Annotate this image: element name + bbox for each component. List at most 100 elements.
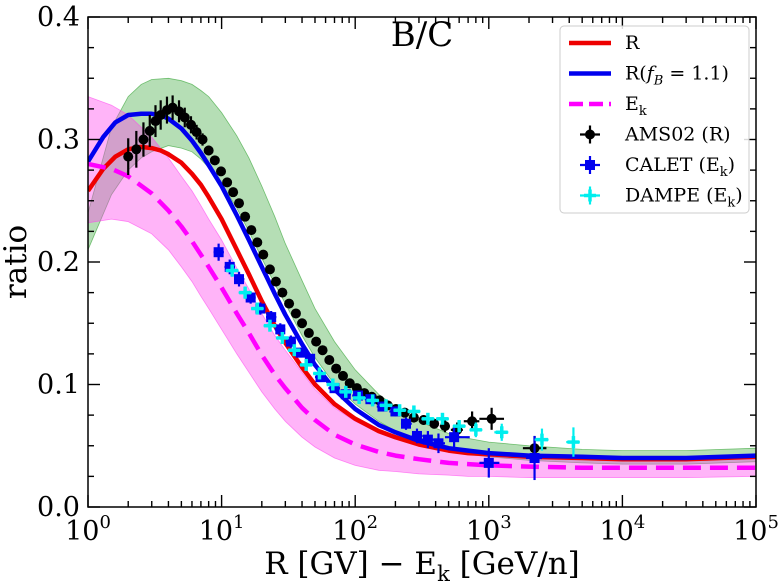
data-point-dampe-e-k [393, 404, 407, 417]
data-point-calet-e-k [304, 353, 316, 364]
data-point-ams02-r [203, 145, 214, 156]
data-point-dampe-e-k [339, 385, 353, 398]
data-point-dampe-e-k [452, 420, 466, 433]
data-point-ams02-r [246, 225, 257, 236]
data-point-calet-e-k [421, 431, 435, 449]
data-point-ams02-r [123, 138, 134, 176]
data-point-calet-e-k [285, 335, 296, 348]
x-tick-label: 103 [466, 512, 512, 547]
data-point-ams02-r [197, 133, 208, 146]
chart-title: B/C [391, 15, 453, 55]
legend-label: AMS02 (R) [624, 124, 731, 146]
y-tick-label: 0.2 [37, 247, 80, 278]
legend-label: R(fB = 1.1) [625, 63, 729, 89]
data-point-calet-e-k [234, 271, 245, 287]
data-point-calet-e-k [274, 323, 286, 336]
data-point-ams02-r [337, 370, 348, 381]
x-axis-label: R [GV] − Ek [GeV/n] [264, 546, 580, 586]
data-point-dampe-e-k [366, 394, 380, 407]
legend-label: DAMPE (Ek) [625, 185, 743, 211]
data-point-calet-e-k [400, 417, 412, 430]
legend-entry-calet-e-k: CALET (Ek) [580, 154, 735, 180]
data-point-dampe-e-k [287, 344, 301, 357]
data-point-dampe-e-k [421, 412, 435, 425]
data-point-calet-e-k [526, 435, 542, 481]
data-point-calet-e-k [411, 428, 423, 444]
legend-label: CALET (Ek) [625, 154, 735, 180]
data-point-dampe-e-k [436, 412, 449, 425]
data-point-dampe-e-k [494, 423, 509, 441]
legend-entry-r: R [569, 32, 640, 54]
band-e-k-uncertainty [88, 96, 756, 478]
data-point-ams02-r [344, 378, 355, 389]
data-point-ams02-r [264, 264, 275, 275]
data-point-ams02-r [284, 298, 295, 309]
data-point-ams02-r [234, 198, 245, 209]
data-point-ams02-r [311, 336, 322, 347]
data-point-ams02-r [216, 166, 227, 177]
y-axis-label: ratio [0, 225, 34, 299]
legend-entry-r-f-b-1-1: R(fB = 1.1) [569, 63, 729, 89]
data-point-dampe-e-k [251, 302, 264, 315]
legend-entry-dampe-e-k: DAMPE (Ek) [580, 185, 743, 211]
data-point-ams02-r [209, 155, 220, 166]
legend: R R(fB = 1.1) Ek AMS02 (R) CALET (Ek) DAMPE (… [559, 25, 750, 214]
data-point-dampe-e-k [352, 391, 366, 404]
legend-label: Ek [625, 93, 647, 119]
data-point-dampe-e-k [469, 422, 483, 438]
data-point-calet-e-k [213, 243, 224, 261]
data-point-ams02-r [252, 237, 263, 248]
legend-label: R [625, 32, 640, 54]
data-point-dampe-e-k [299, 358, 313, 371]
data-point-ams02-r [463, 411, 480, 432]
y-tick-label: 0.4 [37, 2, 80, 33]
data-point-ams02-r [150, 105, 161, 138]
data-point-ams02-r [317, 345, 328, 356]
data-point-ams02-r [138, 122, 149, 157]
data-point-dampe-e-k [326, 378, 340, 391]
data-point-ams02-r [479, 407, 505, 430]
data-point-ams02-r [258, 249, 269, 260]
data-point-ams02-r [155, 100, 166, 130]
data-point-dampe-e-k [566, 427, 580, 457]
data-point-dampe-e-k [263, 319, 277, 332]
data-point-dampe-e-k [225, 264, 239, 277]
data-point-dampe-e-k [275, 331, 289, 344]
data-point-calet-e-k [444, 426, 470, 449]
data-point-ams02-r [131, 130, 142, 168]
x-tick-label: 100 [65, 512, 111, 547]
legend-swatch [580, 186, 600, 205]
x-tick-label: 104 [599, 512, 645, 547]
data-point-ams02-r [185, 116, 196, 134]
series-line-e-k [88, 161, 756, 471]
data-point-ams02-r [222, 177, 233, 188]
data-point-ams02-r [297, 318, 308, 329]
data-point-ams02-r [191, 124, 202, 140]
data-point-dampe-e-k [312, 367, 326, 380]
y-tick-label: 0.1 [37, 370, 80, 401]
data-point-ams02-r [270, 276, 281, 287]
data-point-dampe-e-k [407, 405, 421, 418]
x-tick-label: 105 [733, 512, 779, 547]
data-point-ams02-r [179, 107, 190, 128]
data-point-ams02-r [324, 355, 335, 365]
data-point-dampe-e-k [379, 399, 393, 412]
data-point-ams02-r [240, 211, 251, 222]
data-point-ams02-r [303, 328, 314, 339]
y-tick-label: 0.3 [37, 125, 80, 156]
data-point-calet-e-k [432, 433, 445, 454]
data-point-ams02-r [429, 418, 440, 429]
legend-entry-ams02-r: AMS02 (R) [580, 124, 731, 146]
x-tick-label: 101 [199, 512, 245, 547]
data-point-ams02-r [331, 363, 342, 374]
data-point-dampe-e-k [534, 428, 549, 451]
y-tick-label: 0.0 [37, 492, 80, 523]
data-point-dampe-e-k [238, 286, 252, 299]
legend-swatch [580, 125, 600, 144]
x-tick-label: 102 [332, 512, 378, 547]
data-point-ams02-r [277, 287, 288, 298]
legend-entry-e-k: Ek [569, 93, 647, 119]
data-point-ams02-r [290, 308, 301, 319]
data-point-ams02-r [144, 115, 155, 147]
